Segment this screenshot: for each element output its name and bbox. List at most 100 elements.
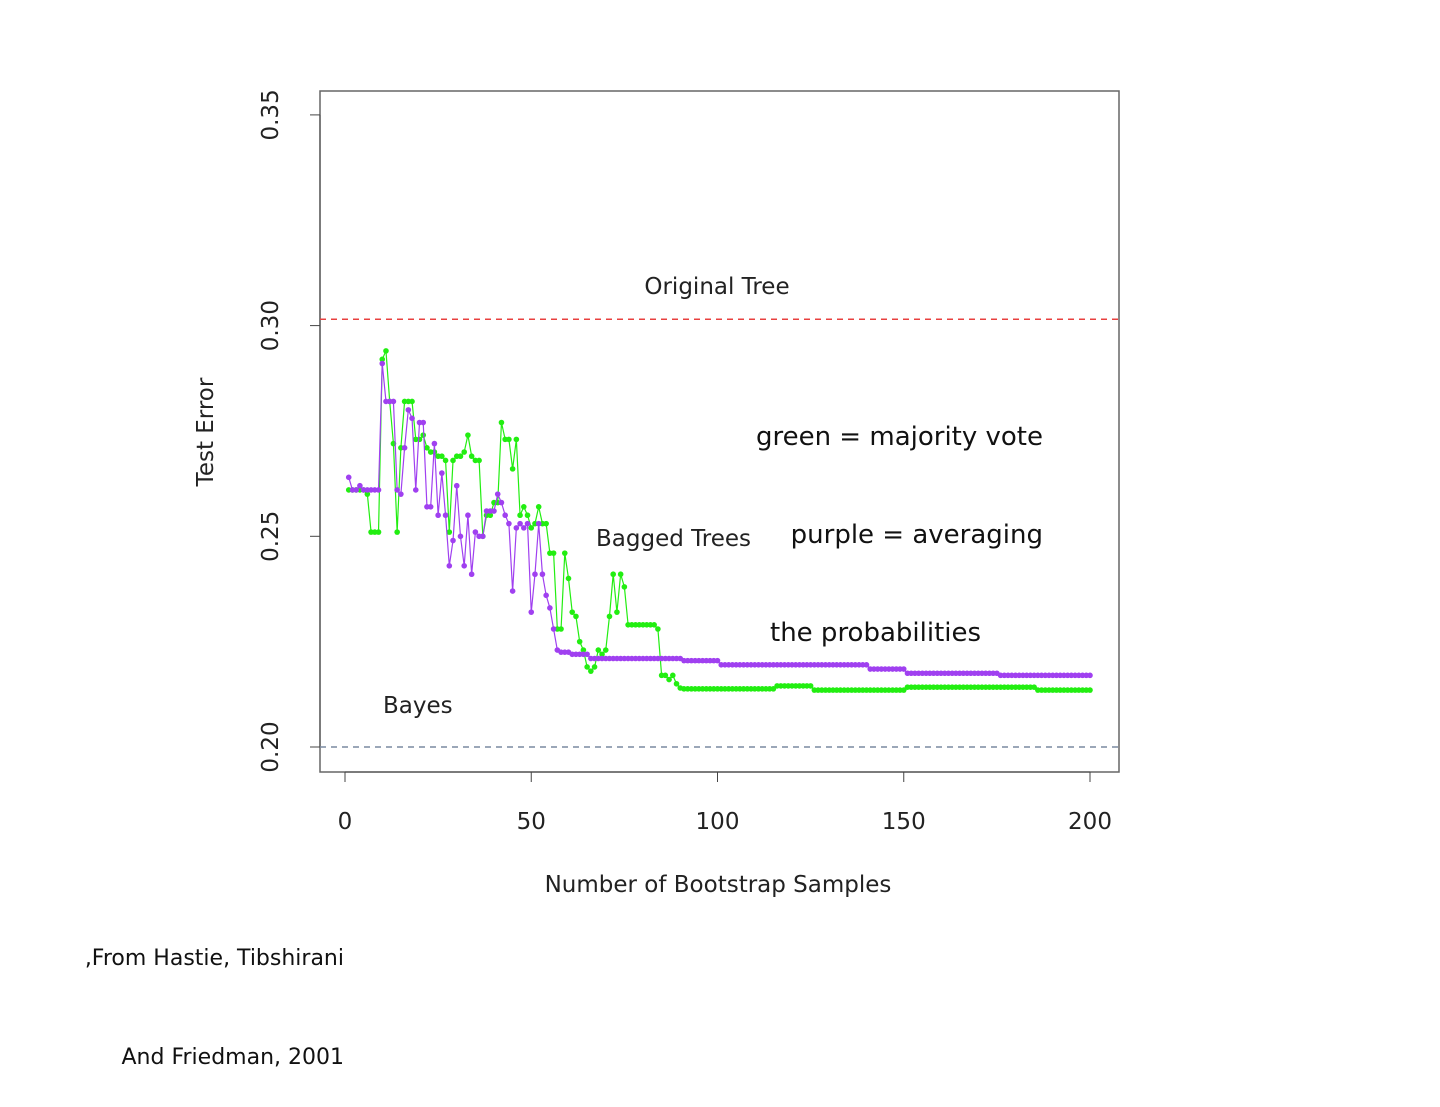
data-point xyxy=(457,533,464,540)
bayes-label: Bayes xyxy=(383,693,453,719)
legend-line-purple: purple = averaging xyxy=(790,520,1043,550)
data-point xyxy=(1087,687,1093,693)
data-point xyxy=(468,571,475,578)
data-point xyxy=(345,474,352,481)
data-point xyxy=(543,520,549,527)
data-point xyxy=(502,512,508,519)
data-point xyxy=(588,668,594,674)
data-point xyxy=(357,482,363,489)
data-point xyxy=(416,436,423,443)
data-point xyxy=(439,453,445,460)
data-point xyxy=(584,651,590,658)
data-point xyxy=(446,562,453,569)
y-tick-label: 0.35 xyxy=(258,89,284,140)
data-point xyxy=(714,657,721,664)
data-point xyxy=(524,520,531,527)
data-point xyxy=(673,680,680,687)
data-point xyxy=(457,453,464,460)
data-point xyxy=(807,683,814,689)
data-point xyxy=(398,491,404,497)
data-point xyxy=(431,440,438,447)
citation: ,From Hastie, Tibshirani And Friedman, 2… xyxy=(20,876,344,1107)
data-point xyxy=(558,626,564,632)
y-axis-label: Test Error xyxy=(193,377,219,487)
x-tick-label: 200 xyxy=(1068,809,1112,835)
bagged-trees-label: Bagged Trees xyxy=(596,526,751,552)
data-point xyxy=(550,550,557,556)
data-point xyxy=(487,512,494,519)
legend-line-probabilities: the probabilities xyxy=(770,618,982,648)
data-point xyxy=(442,512,449,519)
data-point xyxy=(576,638,583,645)
data-point xyxy=(517,520,523,527)
data-point xyxy=(547,605,553,611)
data-point xyxy=(409,415,415,422)
data-point xyxy=(379,356,386,363)
y-tick-label: 0.30 xyxy=(258,300,284,351)
data-point xyxy=(561,550,568,556)
data-point xyxy=(375,487,382,493)
data-point xyxy=(506,520,512,527)
data-point xyxy=(610,571,616,578)
data-point xyxy=(468,453,475,460)
y-tick-label: 0.25 xyxy=(258,511,284,562)
data-point xyxy=(528,609,535,615)
data-point xyxy=(480,533,486,540)
data-point xyxy=(863,662,870,668)
data-point xyxy=(461,562,468,569)
data-point xyxy=(353,487,359,493)
data-point xyxy=(446,529,453,535)
data-point xyxy=(509,588,516,594)
data-point xyxy=(379,360,386,367)
data-point xyxy=(509,466,516,472)
data-point xyxy=(394,487,400,493)
x-axis-label: Number of Bootstrap Samples xyxy=(545,872,892,898)
series-averaging-probabilities xyxy=(345,360,1093,679)
data-point xyxy=(580,647,587,653)
data-point xyxy=(472,529,479,535)
series-majority-vote xyxy=(345,348,1093,693)
data-point xyxy=(662,672,669,679)
data-point xyxy=(569,609,576,615)
data-point xyxy=(602,647,609,653)
citation-line-2: And Friedman, 2001 xyxy=(121,1045,345,1070)
data-point xyxy=(621,584,628,590)
data-point xyxy=(513,525,520,531)
y-tick-label: 0.20 xyxy=(258,721,284,772)
data-point xyxy=(427,504,434,510)
data-point xyxy=(595,647,602,653)
data-point xyxy=(390,398,397,405)
data-point xyxy=(364,491,371,497)
data-point xyxy=(375,529,382,535)
data-point xyxy=(584,664,590,670)
legend-note: green = majority vote purple = averaging… xyxy=(700,362,1043,678)
data-point xyxy=(617,571,624,578)
data-point xyxy=(670,672,676,679)
x-tick-label: 50 xyxy=(517,809,546,835)
data-point xyxy=(506,436,512,443)
data-point xyxy=(524,512,531,519)
data-point xyxy=(498,499,505,506)
data-point xyxy=(517,512,523,519)
legend-line-green: green = majority vote xyxy=(755,422,1043,452)
bagging-test-error-chart: 0 50 100 150 200 0.20 0.25 0.30 0.35 Original Tr… xyxy=(193,89,1120,898)
data-point xyxy=(535,520,542,527)
data-point xyxy=(439,470,445,476)
data-point xyxy=(435,512,441,519)
data-point xyxy=(521,504,527,510)
data-point xyxy=(539,571,546,578)
data-point xyxy=(450,457,456,464)
data-point xyxy=(521,525,527,531)
data-point xyxy=(491,508,497,514)
data-point xyxy=(614,609,620,615)
data-point xyxy=(1087,672,1093,679)
data-point xyxy=(465,432,471,438)
data-point xyxy=(666,676,672,683)
data-point xyxy=(394,529,400,535)
data-point xyxy=(599,651,605,658)
original-tree-label: Original Tree xyxy=(644,274,789,300)
data-point xyxy=(591,664,598,670)
data-point xyxy=(651,621,657,628)
data-point xyxy=(900,666,907,672)
x-tick-label: 0 xyxy=(338,809,353,835)
